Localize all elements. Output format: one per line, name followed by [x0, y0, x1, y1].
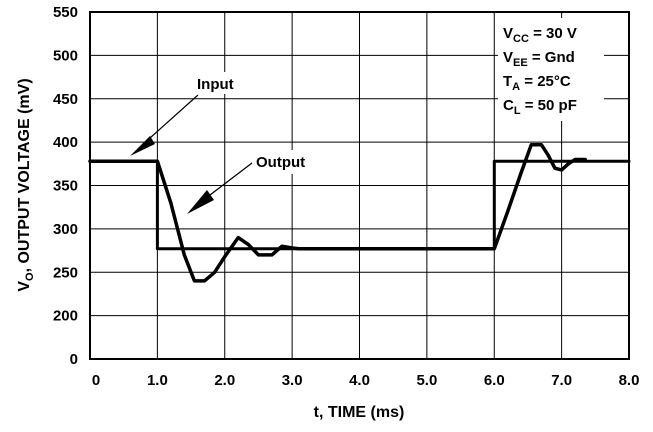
condition-cl: CL = 50 pF: [503, 97, 577, 117]
y-tick-label: 500: [53, 47, 78, 64]
y-tick-label: 300: [53, 221, 78, 238]
x-tick-label: 1.0: [147, 372, 168, 389]
y-axis-ticks: 0 200 250 300 350 400 450 500 550: [53, 4, 78, 368]
series-group: [88, 142, 631, 283]
y-tick-label: 550: [53, 4, 78, 21]
output-leader-line: [209, 162, 253, 196]
x-tick-label: 5.0: [416, 372, 437, 389]
output-annotation: Output: [256, 154, 305, 171]
input-arrowhead: [130, 136, 155, 156]
y-tick-label: 0: [70, 351, 78, 368]
x-tick-label: 6.0: [484, 372, 505, 389]
x-tick-label: 2.0: [214, 372, 235, 389]
condition-vcc: VCC = 30 V: [503, 25, 577, 45]
x-tick-label: 3.0: [282, 372, 303, 389]
y-axis-title: VO, OUTPUT VOLTAGE (mV): [16, 78, 36, 291]
condition-vee: VEE = Gnd: [503, 49, 575, 69]
x-tick-label: 4.0: [349, 372, 370, 389]
x-tick-label: 7.0: [551, 372, 572, 389]
y-tick-label: 200: [53, 308, 78, 325]
input-annotation: Input: [197, 76, 234, 93]
plot-frame: [89, 11, 630, 360]
x-tick-label: 0: [92, 372, 100, 389]
output-arrowhead: [187, 190, 214, 214]
y-tick-label: 450: [53, 91, 78, 108]
y-tick-label: 250: [53, 264, 78, 281]
x-tick-label: 8.0: [619, 372, 640, 389]
input-label-bg: [192, 72, 240, 94]
series-line-output: [88, 142, 587, 283]
output-label-bg: [252, 150, 314, 174]
y-tick-label: 350: [53, 178, 78, 195]
y-tick-label: 400: [53, 134, 78, 151]
conditions-box: [498, 18, 604, 121]
x-axis-ticks: 0 1.0 2.0 3.0 4.0 5.0 6.0 7.0 8.0: [92, 372, 640, 389]
condition-ta: TA = 25°C: [503, 73, 571, 93]
x-axis-title: t, TIME (ms): [314, 404, 405, 421]
input-leader-line: [149, 94, 199, 139]
